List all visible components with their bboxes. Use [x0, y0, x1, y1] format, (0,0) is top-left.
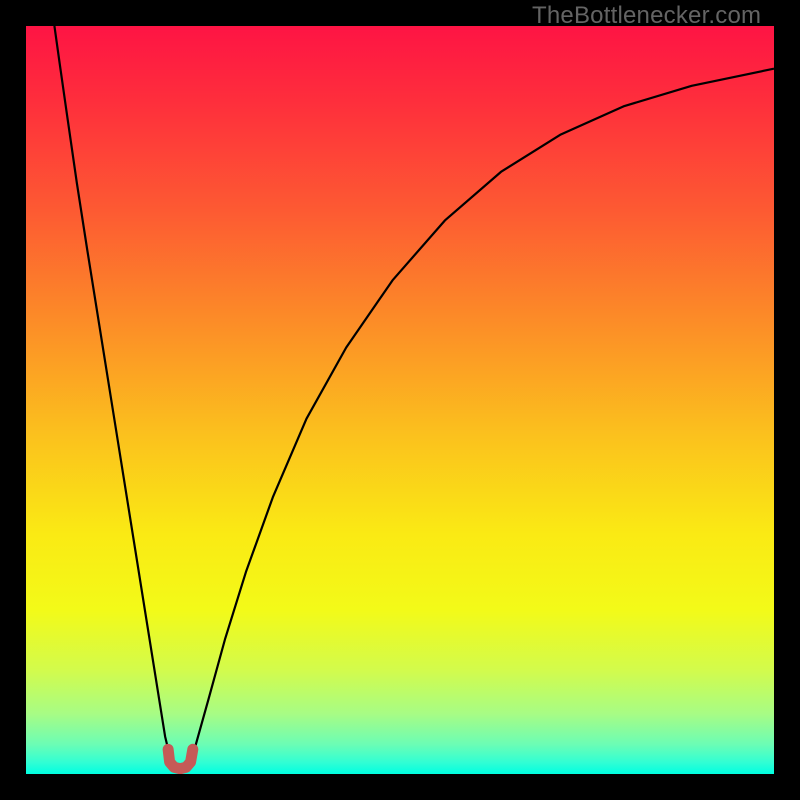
gradient-background: [26, 26, 774, 774]
plot-area: [26, 26, 774, 774]
plot-svg: [26, 26, 774, 774]
watermark-text: TheBottlenecker.com: [532, 2, 761, 30]
chart-frame: TheBottlenecker.com: [0, 0, 800, 800]
